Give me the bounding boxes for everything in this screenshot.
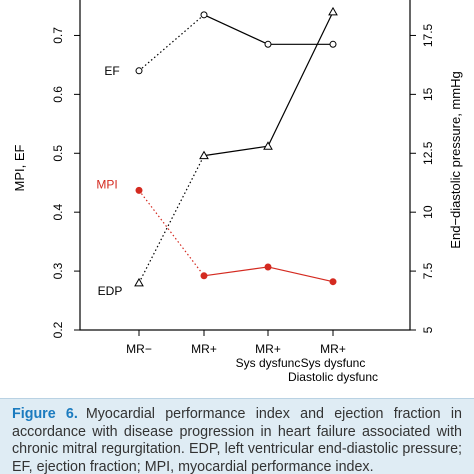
edp-point [134,277,144,287]
right-axis-tick-label: 10 [421,205,435,219]
right-axis-tick-label: 7.5 [421,262,435,279]
x-axis-category-label: Diastolic dysfunc [288,370,378,384]
left-axis-tick-label: 0.2 [51,321,65,338]
right-axis-tick-label: 15 [421,87,435,101]
left-axis-tick-label: 0.5 [51,145,65,162]
left-axis-tick-label: 0.3 [51,262,65,279]
x-axis-category-label: Sys dysfunc [301,356,366,370]
mpi-segment [203,266,269,277]
mpi-segment [138,190,205,277]
figure-caption: Figure 6. Myocardial performance index an… [0,398,474,474]
edp-point [328,6,338,16]
chart: 0.2 0.3 0.4 0.5 0.6 0.7 5 7.5 10 12.5 15 17.5 MPI, E… [12,0,463,384]
edp-segment [138,155,205,284]
ef-segment [138,14,205,72]
x-axis-category-label: Sys dysfunc [236,356,301,370]
edp-series-label: EDP [98,284,123,298]
x-axis-category-label: MR+ [255,342,281,356]
edp-point [199,150,209,160]
ef-point [264,40,272,48]
mpi-segment [267,266,334,283]
ef-point [135,67,143,75]
right-axis-tick-label: 12.5 [421,141,435,165]
plot-box [79,0,411,331]
mpi-point [329,278,337,286]
left-axis-title: MPI, EF [12,144,27,191]
mpi-point [200,272,208,280]
x-axis-category-label: MR+ [191,342,217,356]
mpi-series-label: MPI [96,177,117,191]
left-axis-tick-label: 0.6 [51,86,65,103]
caption-label: Figure 6. [12,406,78,422]
edp-point [263,141,273,150]
left-axis-tick-label: 0.7 [51,27,65,44]
ef-point [329,40,337,48]
x-axis-category-label: MR+ [320,342,346,356]
ef-segment [203,14,269,45]
right-axis-tick-label: 5 [421,326,435,333]
ef-point [200,11,208,19]
left-axis-tick-label: 0.4 [51,204,65,221]
mpi-point [135,186,143,194]
caption-paragraph: Figure 6. Myocardial performance index an… [12,406,462,474]
caption-body: Myocardial performance index and ejectio… [12,406,462,474]
edp-segment [203,145,269,157]
x-axis-category-label: MR− [126,342,152,356]
mpi-point [264,263,272,271]
edp-segment [267,11,334,147]
right-axis-title: End−diastolic pressure, mmHg [448,71,463,248]
right-axis-tick-label: 17.5 [421,23,435,47]
ef-series-label: EF [104,64,119,78]
